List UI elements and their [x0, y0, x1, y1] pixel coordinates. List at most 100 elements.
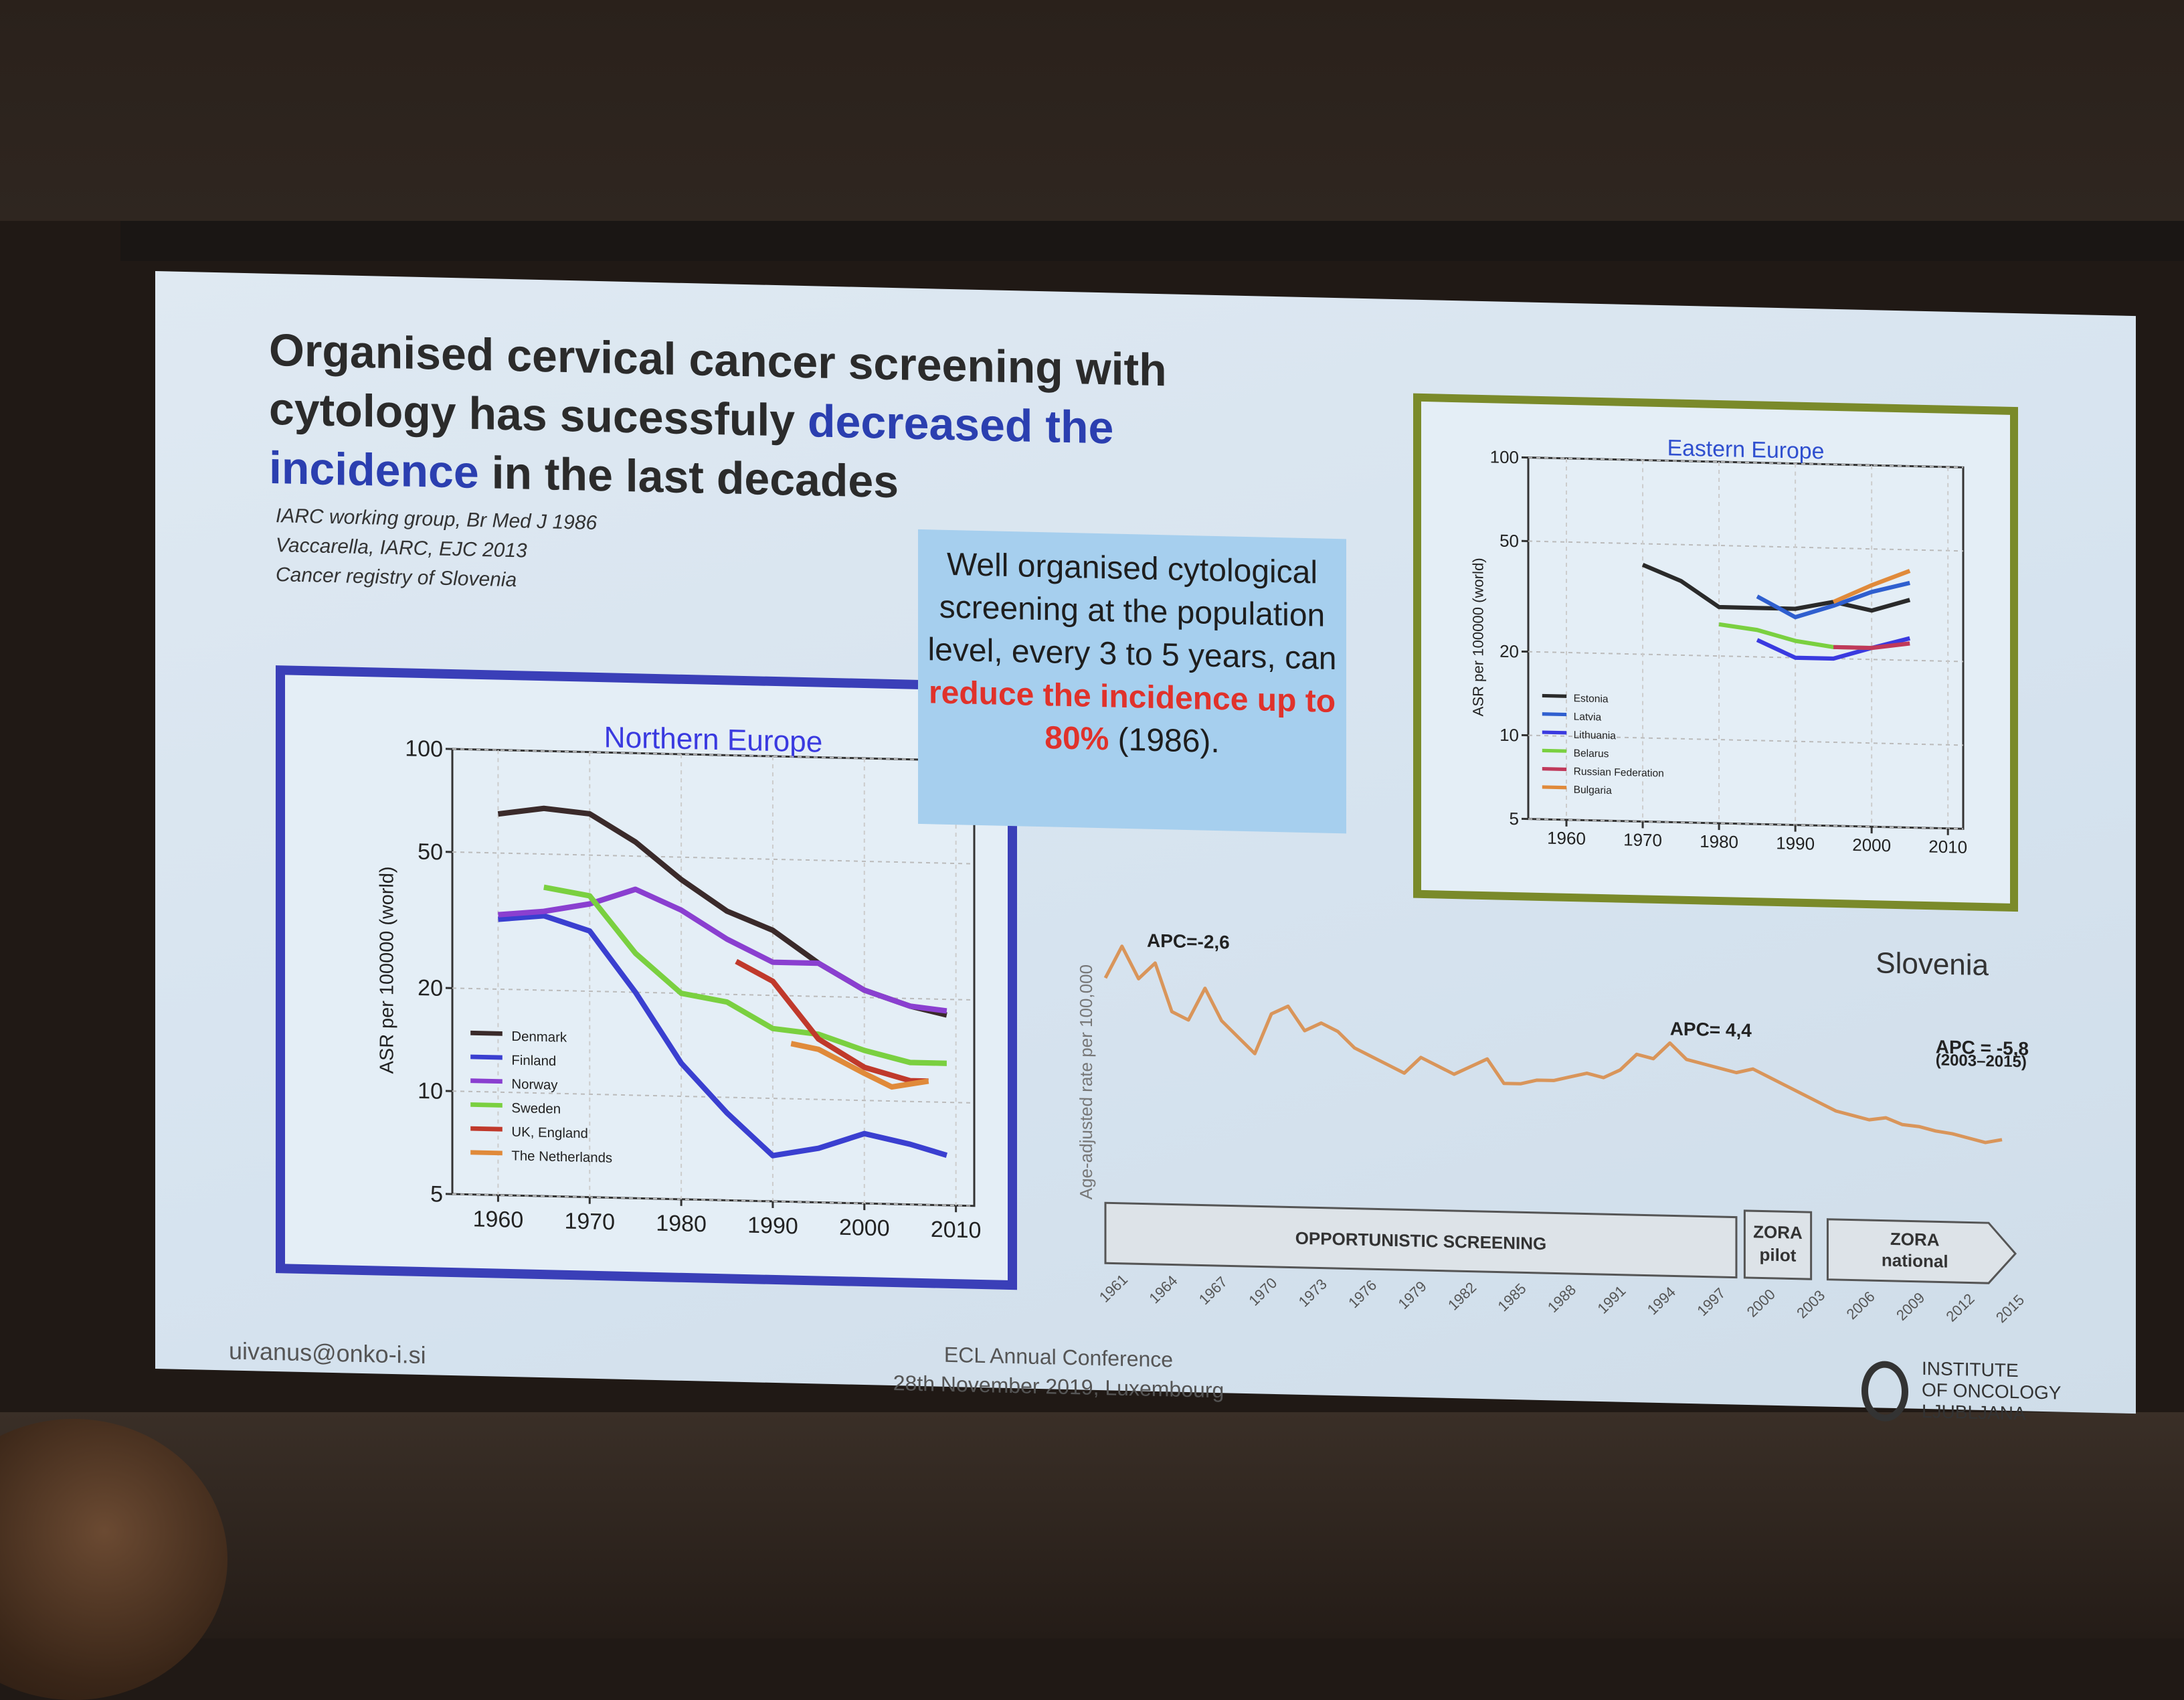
callout-text: Well organised cytological screening at … — [928, 547, 1337, 677]
series-line-sweden — [544, 887, 947, 1064]
y-tick-label: 5 — [430, 1181, 443, 1207]
legend-label-estonia: Estonia — [1574, 693, 1609, 705]
x-tick-label: 1997 — [1694, 1284, 1728, 1319]
y-tick-label: 50 — [418, 839, 443, 865]
y-tick-label: 5 — [1510, 809, 1519, 829]
y-tick-label: 50 — [1499, 531, 1519, 551]
legend-swatch-russian-federation — [1542, 769, 1566, 770]
logo-line-1: INSTITUTE — [1922, 1358, 2061, 1383]
phase-label-national-1: ZORA — [1890, 1229, 1940, 1250]
x-tick-label: 1961 — [1096, 1271, 1131, 1306]
legend-label-latvia: Latvia — [1574, 711, 1602, 724]
northern-europe-panel: Northern Europe 5 10 20 50 100 1960 1970 1980 199… — [276, 665, 1017, 1290]
x-tick-label: 1985 — [1494, 1280, 1529, 1314]
gridline — [452, 852, 974, 864]
legend-label-denmark: Denmark — [511, 1029, 567, 1045]
x-tick-label: 1990 — [1776, 833, 1815, 853]
x-tick-label: 1988 — [1544, 1281, 1579, 1316]
x-tick-label: 1976 — [1345, 1276, 1380, 1311]
x-tick-label: 1964 — [1146, 1272, 1180, 1307]
northern-europe-chart: Northern Europe 5 10 20 50 100 1960 1970 1980 199… — [285, 675, 1008, 1280]
phase-label-national-2: national — [1882, 1250, 1948, 1272]
x-tick-label: 2003 — [1793, 1287, 1828, 1322]
x-tick-label: 1994 — [1644, 1284, 1679, 1319]
legend-swatch-estonia — [1542, 695, 1566, 696]
apc-annotation: (2003–2015) — [1936, 1051, 2027, 1071]
x-tick-label: 1980 — [656, 1211, 707, 1238]
x-tick-label: 2000 — [839, 1215, 890, 1242]
phase-label-pilot-2: pilot — [1760, 1244, 1797, 1265]
presentation-slide: Organised cervical cancer screening with… — [155, 271, 2136, 1414]
legend-label-the-netherlands: The Netherlands — [511, 1149, 612, 1165]
callout-box: Well organised cytological screening at … — [918, 529, 1346, 834]
slide-title: Organised cervical cancer screening with… — [269, 321, 1273, 520]
y-axis-label: Age-adjusted rate per 100,000 — [1076, 964, 1096, 1200]
legend-label-belarus: Belarus — [1574, 748, 1609, 760]
y-axis-label: ASR per 100000 (world) — [1469, 558, 1486, 717]
x-tick-label: 1979 — [1395, 1278, 1430, 1312]
legend-swatch-belarus — [1542, 750, 1566, 751]
chart-title: Northern Europe — [604, 721, 823, 758]
x-tick-label: 1973 — [1295, 1276, 1330, 1310]
slovenia-chart: Slovenia Age-adjusted rate per 100,000 APC… — [1065, 894, 2056, 1345]
gridline — [1528, 652, 1963, 662]
presenter-email: uivanus@onko-i.si — [229, 1337, 426, 1369]
title-text-end: in the last decades — [479, 447, 899, 507]
y-tick-label: 20 — [1499, 641, 1519, 662]
legend-label-sweden: Sweden — [511, 1101, 561, 1117]
logo-line-3: LJUBLJANA — [1922, 1401, 2061, 1426]
legend-label-russian-federation: Russian Federation — [1574, 766, 1664, 780]
room-floor — [0, 1412, 2184, 1638]
logo-line-2: OF ONCOLOGY — [1922, 1379, 2061, 1404]
projector-screen-housing — [120, 221, 2184, 261]
legend-label-norway: Norway — [511, 1077, 558, 1093]
legend-swatch-bulgaria — [1542, 787, 1566, 788]
x-tick-label: 1970 — [1245, 1274, 1280, 1309]
apc-annotation: APC=-2,6 — [1147, 930, 1230, 953]
x-tick-label: 1970 — [564, 1208, 615, 1235]
logo-text: INSTITUTE OF ONCOLOGY LJUBLJANA — [1922, 1358, 2061, 1426]
legend-swatch-lithuania — [1542, 732, 1566, 733]
y-tick-label: 10 — [418, 1078, 443, 1104]
x-tick-label: 2000 — [1852, 835, 1891, 855]
x-tick-label: 2000 — [1744, 1286, 1779, 1321]
x-tick-label: 1967 — [1196, 1273, 1231, 1308]
x-tick-label: 1980 — [1700, 831, 1738, 852]
legend-label-finland: Finland — [511, 1053, 556, 1070]
phase-label-pilot-1: ZORA — [1753, 1221, 1803, 1243]
x-tick-label: 2015 — [1993, 1291, 2027, 1326]
x-tick-label: 1960 — [1547, 828, 1586, 849]
references: IARC working group, Br Med J 1986 Vaccar… — [276, 501, 597, 597]
legend-swatch-norway — [470, 1081, 503, 1082]
chart-title: Slovenia — [1876, 946, 1989, 982]
series-line-slovenia — [1105, 946, 2002, 1142]
legend-swatch-uk-england — [470, 1128, 503, 1129]
slovenia-panel: Slovenia Age-adjusted rate per 100,000 APC… — [1065, 894, 2056, 1345]
institute-logo: INSTITUTE OF ONCOLOGY LJUBLJANA — [1861, 1354, 2076, 1432]
room-ceiling — [0, 0, 2184, 221]
callout-tail: (1986). — [1109, 721, 1219, 760]
y-tick-label: 100 — [1490, 446, 1519, 467]
y-tick-label: 10 — [1499, 725, 1519, 746]
y-tick-label: 100 — [405, 736, 443, 762]
x-tick-label: 2012 — [1942, 1290, 1977, 1325]
conference-info: ECL Annual Conference 28th November 2019… — [824, 1337, 1293, 1407]
x-tick-label: 1970 — [1623, 829, 1662, 850]
eastern-europe-chart: Eastern Europe 5 10 20 50 100 1960 1970 1980 1990… — [1421, 402, 2010, 904]
legend-swatch-latvia — [1542, 714, 1566, 715]
legend-label-bulgaria: Bulgaria — [1574, 784, 1613, 796]
x-tick-label: 1990 — [747, 1213, 798, 1240]
x-tick-label: 1991 — [1594, 1282, 1629, 1317]
y-axis-label: ASR per 100000 (world) — [377, 866, 398, 1074]
gridline — [1528, 541, 1963, 551]
legend-label-uk-england: UK, England — [511, 1125, 587, 1142]
x-tick-label: 1960 — [473, 1206, 524, 1233]
legend-swatch-sweden — [470, 1104, 503, 1105]
chart-title: Eastern Europe — [1667, 435, 1825, 464]
series-line-denmark — [498, 807, 947, 1015]
legend-label-lithuania: Lithuania — [1574, 730, 1617, 742]
x-tick-label: 2010 — [931, 1217, 982, 1244]
y-tick-label: 20 — [418, 975, 443, 1001]
x-tick-label: 2009 — [1893, 1289, 1928, 1324]
x-tick-label: 1982 — [1445, 1279, 1479, 1314]
